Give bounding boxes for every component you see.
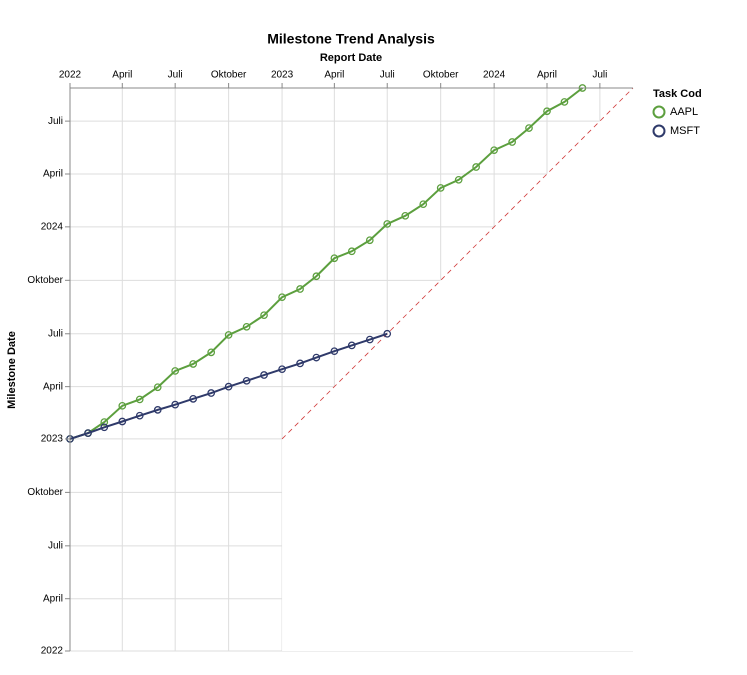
y-tick-label: 2024: [41, 222, 64, 233]
data-point: [189, 360, 198, 368]
y-axis-title: Milestone Date: [6, 331, 18, 409]
y-tick-label: Juli: [48, 540, 63, 551]
data-point: [436, 184, 445, 192]
y-tick-label: April: [43, 169, 63, 180]
y-tick-label: 2022: [41, 646, 64, 657]
data-point: [84, 429, 92, 437]
data-point: [171, 400, 180, 409]
data-point: [135, 411, 144, 420]
y-tick-label: 2023: [41, 434, 64, 445]
data-point: [330, 254, 339, 263]
data-point: [543, 107, 551, 116]
y-tick-label: Juli: [48, 116, 63, 127]
data-point: [118, 417, 127, 426]
data-point: [296, 285, 304, 293]
data-point: [171, 367, 180, 375]
y-tick-label: Oktober: [27, 487, 63, 498]
x-tick-label: Oktober: [211, 70, 247, 81]
data-point: [224, 331, 233, 339]
legend-symbol: [652, 124, 666, 138]
data-point: [490, 146, 498, 155]
x-tick-label: 2024: [483, 70, 506, 81]
series-line: [69, 332, 388, 440]
data-point: [118, 401, 127, 410]
data-point: [135, 395, 144, 404]
x-tick-label: April: [112, 70, 132, 81]
legend-title: Task Cod: [653, 88, 702, 100]
data-point: [100, 423, 109, 432]
data-point: [508, 138, 516, 146]
data-point: [296, 359, 304, 368]
x-axis-title: Report Date: [320, 52, 382, 64]
data-point: [260, 311, 268, 320]
data-point: [278, 293, 286, 302]
grid: [69, 87, 634, 652]
x-tick-label: Oktober: [423, 70, 459, 81]
data-point: [153, 383, 162, 392]
y-tick-label: Oktober: [27, 275, 63, 286]
data-point: [207, 348, 216, 357]
marks: [66, 84, 587, 443]
data-point: [100, 418, 109, 426]
data-point: [419, 200, 428, 209]
y-tick-label: April: [43, 381, 63, 392]
reference-line: [281, 87, 634, 440]
background-mask: [282, 88, 633, 651]
legend-label: MSFT: [670, 125, 700, 137]
x-tick-label: Juli: [592, 70, 607, 81]
x-tick-label: 2022: [59, 70, 82, 81]
data-point: [153, 406, 162, 414]
data-point: [401, 211, 410, 220]
data-point: [454, 175, 463, 184]
legend-symbol: [652, 105, 666, 119]
data-point: [347, 341, 356, 350]
data-point: [330, 347, 339, 356]
x-tick-label: April: [537, 70, 557, 81]
data-point: [207, 389, 216, 397]
x-tick-label: April: [324, 70, 344, 81]
x-tick-label: Juli: [168, 70, 183, 81]
data-point: [383, 220, 392, 228]
data-point: [560, 98, 569, 106]
data-point: [365, 236, 374, 245]
data-point: [365, 335, 374, 344]
data-point: [242, 376, 251, 385]
y-tick-label: Juli: [48, 328, 63, 339]
data-point: [347, 247, 356, 256]
legend-label: AAPL: [670, 106, 698, 118]
x-tick-label: Juli: [380, 70, 395, 81]
data-point: [242, 322, 251, 331]
data-point: [472, 163, 480, 171]
data-point: [383, 329, 392, 338]
data-point: [260, 371, 268, 379]
chart-title: Milestone Trend Analysis: [267, 31, 435, 47]
y-tick-label: April: [43, 593, 63, 604]
data-point: [312, 353, 321, 362]
data-point: [525, 124, 533, 132]
x-tick-label: 2023: [271, 70, 294, 81]
data-point: [224, 382, 233, 391]
data-point: [312, 272, 321, 281]
data-point: [278, 365, 286, 374]
data-point: [189, 394, 198, 403]
